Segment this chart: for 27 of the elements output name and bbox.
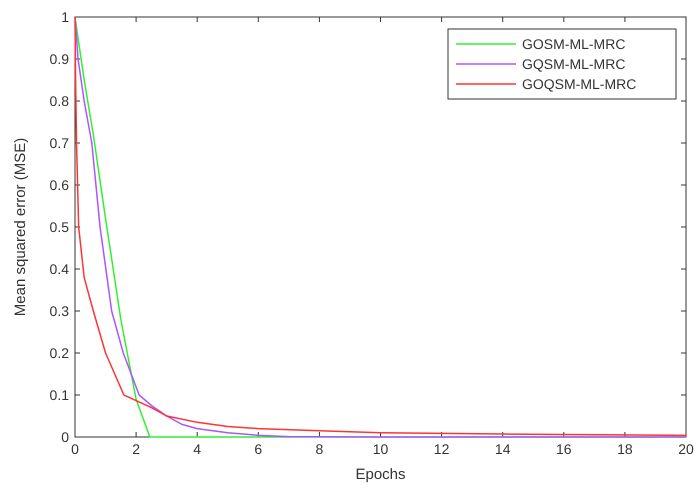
x-tick-label: 6 bbox=[254, 441, 262, 457]
y-tick-label: 0.2 bbox=[50, 345, 70, 361]
x-tick-label: 14 bbox=[494, 441, 511, 457]
x-tick-label: 8 bbox=[316, 441, 324, 457]
legend-label: GOQSM-ML-MRC bbox=[522, 76, 636, 92]
y-tick-label: 0.1 bbox=[50, 387, 70, 403]
y-tick-label: 0 bbox=[61, 429, 70, 445]
x-tick-label: 0 bbox=[71, 441, 80, 457]
x-tick-label: 12 bbox=[434, 441, 450, 457]
y-tick-label: 0.6 bbox=[50, 177, 70, 193]
y-axis-title: Mean squared error (MSE) bbox=[12, 138, 29, 316]
y-tick-label: 0.3 bbox=[50, 303, 70, 319]
y-tick-label: 0.8 bbox=[50, 93, 70, 109]
x-tick-label: 20 bbox=[678, 441, 694, 457]
legend-label: GOSM-ML-MRC bbox=[522, 36, 626, 52]
x-tick-label: 10 bbox=[372, 441, 388, 457]
x-tick-label: 2 bbox=[132, 441, 140, 457]
x-tick-label: 16 bbox=[556, 441, 572, 457]
y-tick-label: 0.9 bbox=[50, 51, 70, 67]
legend-label: GQSM-ML-MRC bbox=[522, 56, 626, 72]
y-tick-label: 0.4 bbox=[50, 261, 70, 277]
x-tick-label: 4 bbox=[193, 441, 202, 457]
x-axis-title: Epochs bbox=[355, 466, 406, 483]
x-tick-label: 18 bbox=[617, 441, 633, 457]
y-tick-label: 0.7 bbox=[50, 135, 70, 151]
y-tick-label: 0.5 bbox=[50, 219, 70, 235]
y-tick-label: 1 bbox=[61, 9, 70, 25]
